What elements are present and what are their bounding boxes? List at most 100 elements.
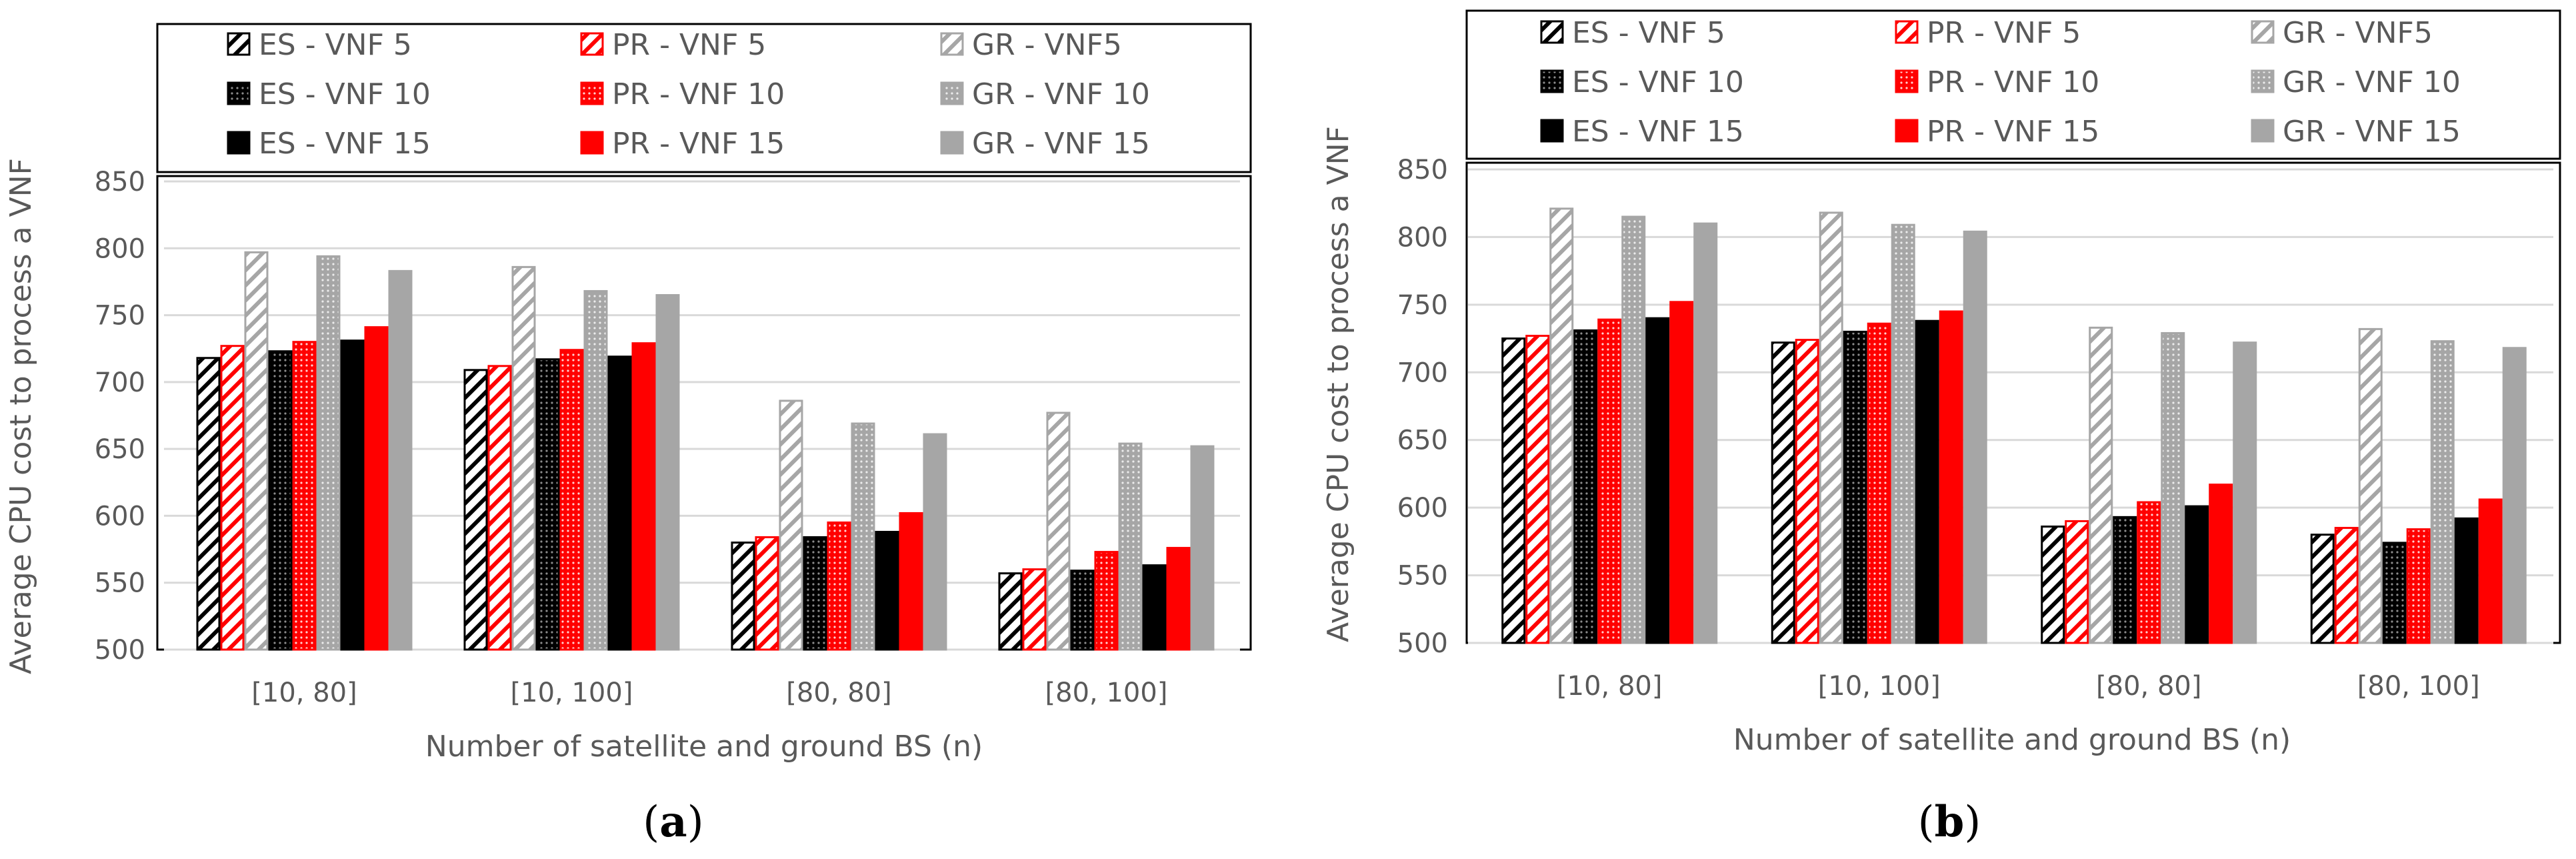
x-tick-label: [10, 100] (511, 678, 633, 708)
bar-gr-0-8 (1693, 222, 1718, 644)
bar-gr-1-2 (511, 265, 536, 651)
x-axis-ticks: [10, 80] [10, 100] [80, 80] [80, 100] (251, 678, 1167, 708)
legend-swatch-pr (580, 81, 604, 105)
caption-open-paren: ( (1918, 798, 1935, 847)
bar-es-1-6 (1915, 319, 1939, 644)
legend-label: ES - VNF 5 (259, 28, 412, 62)
bar-es-0-0 (1501, 337, 1526, 644)
legend: ES - VNF 5 PR - VNF 5 GR - VNF5 ES - VNF 10… (227, 28, 1150, 161)
y-tick-label: 650 (1397, 425, 1448, 456)
bar-gr-0-2 (244, 251, 269, 651)
legend-label: ES - VNF 10 (259, 77, 431, 111)
y-tick-label: 700 (1397, 357, 1448, 388)
bar-pr-2-1 (755, 536, 779, 651)
bar-gr-0-5 (316, 255, 341, 651)
bar-pr-1-4 (1867, 322, 1891, 644)
legend-label: ES - VNF 10 (1572, 65, 1744, 99)
bar-pr-1-1 (1795, 339, 1819, 644)
y-tick-label: 800 (1397, 222, 1448, 253)
bar-pr-2-7 (2209, 484, 2233, 644)
bar-es-1-0 (463, 369, 488, 651)
bar-gr-3-2 (1046, 411, 1071, 651)
legend-label: ES - VNF 15 (259, 127, 431, 161)
legend-swatch-es (227, 131, 251, 155)
y-tick-label: 850 (95, 167, 145, 197)
bar-es-2-3 (2113, 516, 2137, 644)
legend-swatch-pr (1895, 69, 1919, 93)
y-tick-label: 500 (1397, 628, 1448, 659)
y-axis-ticks: 500 550 600 650 700 750 800 850 (1397, 155, 1448, 659)
legend-swatch-es (1540, 69, 1564, 93)
x-tick-label: [80, 100] (2357, 671, 2480, 702)
bar-gr-1-5 (1891, 223, 1915, 644)
x-tick-label: [10, 100] (1818, 671, 1941, 702)
legend-label: ES - VNF 5 (1572, 16, 1725, 50)
legend-swatch-gr (940, 32, 964, 56)
legend-swatch-gr (2251, 119, 2275, 143)
legend-swatch-es (1540, 119, 1564, 143)
legend-swatch-gr (940, 131, 964, 155)
y-tick-label: 600 (1397, 493, 1448, 524)
bar-gr-2-8 (2233, 341, 2257, 644)
legend-label: PR - VNF 10 (1927, 65, 2099, 99)
bar-pr-0-4 (292, 341, 317, 651)
bar-pr-3-4 (1094, 551, 1119, 651)
bar-pr-0-7 (1669, 301, 1694, 644)
legend-label: GR - VNF5 (2283, 16, 2433, 50)
bar-pr-1-7 (1939, 310, 1963, 644)
legend-label: GR - VNF5 (972, 28, 1122, 62)
bar-es-1-3 (1843, 330, 1867, 644)
legend-swatch-gr (2251, 69, 2275, 93)
legend-label: GR - VNF 15 (972, 127, 1150, 161)
bar-pr-3-4 (2406, 528, 2431, 644)
bar-gr-2-2 (779, 399, 803, 651)
bar-pr-0-1 (220, 345, 245, 651)
bar-es-3-6 (1142, 564, 1167, 651)
caption-close-paren: ) (1964, 798, 1981, 847)
legend-label: PR - VNF 10 (612, 77, 785, 111)
bars (196, 251, 1215, 651)
legend-swatch-gr (940, 81, 964, 105)
bar-gr-2-5 (2161, 331, 2185, 644)
y-axis-title: Average CPU cost to process a VNF (4, 158, 38, 674)
legend-label: GR - VNF 10 (2283, 65, 2461, 99)
bar-es-0-6 (1645, 317, 1670, 644)
x-tick-label: [80, 80] (2096, 671, 2201, 702)
y-tick-label: 700 (95, 367, 145, 398)
x-axis-title: Number of satellite and ground BS (n) (425, 730, 983, 764)
bar-gr-3-2 (2358, 327, 2383, 644)
bar-es-1-0 (1771, 341, 1795, 644)
bar-es-0-0 (196, 357, 221, 651)
bar-es-3-0 (998, 572, 1023, 651)
legend-label: ES - VNF 15 (1572, 115, 1744, 149)
bar-es-3-3 (1070, 570, 1095, 651)
bar-pr-2-1 (2065, 520, 2089, 644)
legend-label: PR - VNF 5 (1927, 16, 2081, 50)
legend-label: GR - VNF 10 (972, 77, 1150, 111)
x-tick-label: [10, 80] (1557, 671, 1662, 702)
bar-pr-1-1 (487, 365, 512, 651)
y-tick-label: 600 (95, 501, 145, 532)
y-tick-label: 650 (95, 434, 145, 465)
y-tick-label: 750 (1397, 290, 1448, 321)
bar-pr-3-1 (2334, 527, 2359, 644)
legend-box (156, 23, 1252, 173)
bar-gr-0-8 (388, 269, 413, 651)
y-tick-label: 550 (1397, 561, 1448, 592)
y-axis-title: Average CPU cost to process a VNF (1321, 126, 1355, 642)
bar-pr-3-1 (1022, 568, 1047, 651)
legend-swatch-es (227, 32, 251, 56)
bar-es-3-0 (2310, 534, 2335, 644)
x-tick-label: [80, 80] (786, 678, 891, 708)
bar-gr-0-5 (1621, 215, 1646, 644)
bar-es-0-3 (1573, 329, 1598, 644)
legend-swatch-pr (580, 32, 604, 56)
x-tick-label: [10, 80] (251, 678, 357, 708)
legend-label: PR - VNF 5 (612, 28, 766, 62)
legend-label: GR - VNF 15 (2283, 115, 2461, 149)
bar-pr-1-4 (559, 349, 584, 651)
bar-pr-1-7 (631, 342, 656, 651)
caption-close-paren: ) (687, 798, 704, 847)
caption-open-paren: ( (643, 798, 659, 847)
